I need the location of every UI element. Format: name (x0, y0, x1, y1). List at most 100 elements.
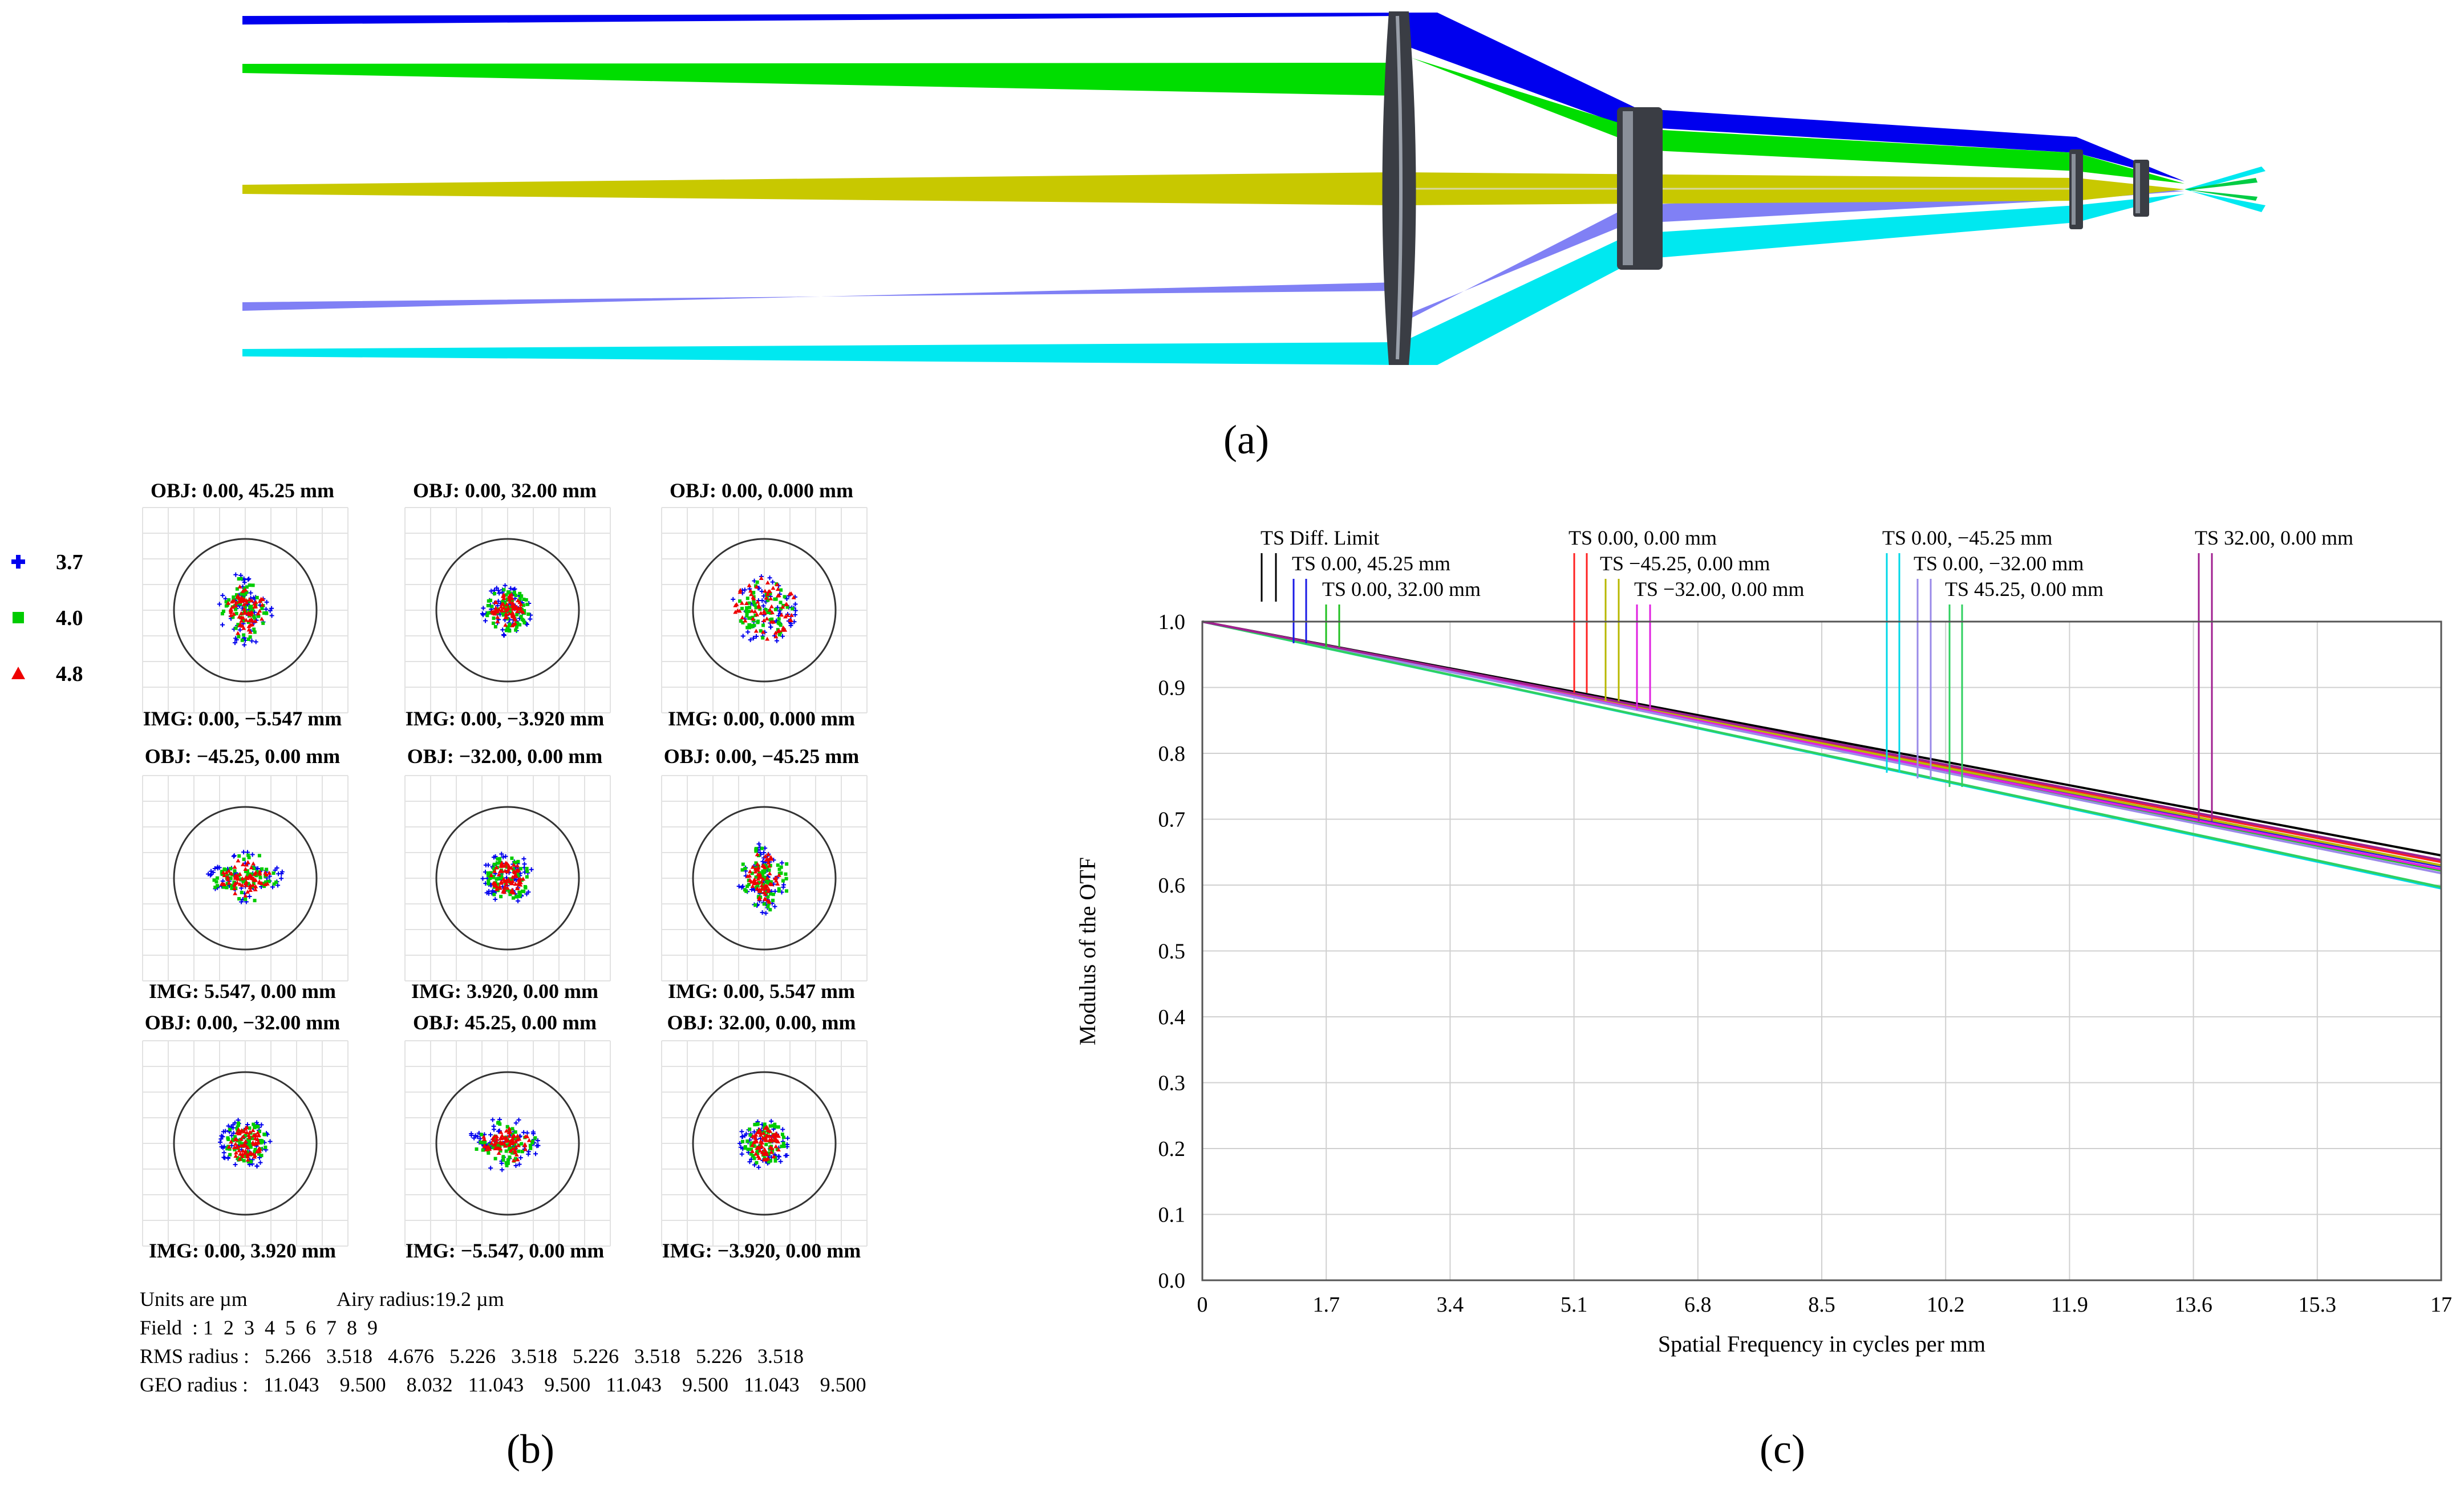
spot-obj-label: OBJ: 45.25, 0.00 mm (413, 1011, 597, 1034)
spot-img-label: IMG: −5.547, 0.00 mm (406, 1239, 604, 1262)
spot-points (217, 572, 274, 647)
spot-cell: OBJ: 45.25, 0.00 mm IMG: −5.547, 0.00 mm (404, 1011, 611, 1262)
ray-fan-exit (2185, 167, 2266, 212)
spot-img-label: IMG: −3.920, 0.00 mm (662, 1239, 861, 1262)
mtf-legend-item: TS Diff. Limit (1261, 526, 1379, 602)
mtf-y-tick-label: 0.2 (1158, 1137, 1186, 1161)
spot-diagram-panel: 3.7 4.0 4.8 OBJ: 0.00, 45.25 mm IMG: 0.00, … (11, 479, 868, 1472)
spot-points (206, 850, 285, 904)
lens-2 (1617, 107, 1663, 270)
spot-img-label: IMG: 3.920, 0.00 mm (411, 980, 598, 1003)
spot-img-label: IMG: 0.00, 3.920 mm (149, 1239, 336, 1262)
spot-obj-label: OBJ: 0.00, −32.00 mm (145, 1011, 341, 1034)
airy-disk-circle (692, 538, 837, 683)
mtf-y-tick-label: 0.4 (1158, 1005, 1186, 1029)
airy-disk-circle (173, 1071, 318, 1216)
airy-disk-circle (435, 1071, 580, 1216)
spot-legend-label: 4.0 (56, 606, 83, 630)
spot-points (480, 851, 534, 903)
mtf-y-tick-label: 0.6 (1158, 874, 1186, 898)
mtf-y-tick-label: 0.9 (1158, 676, 1186, 700)
spot-legend: 3.7 4.0 4.8 (11, 550, 83, 686)
lens-1 (1382, 11, 1416, 365)
mtf-chart-panel: 0 1.7 3.4 5.1 6.8 8.5 10.2 11.9 13.6 15.3 17 0.0 0.1… (1075, 526, 2452, 1472)
airy-disk-circle (435, 538, 580, 683)
mtf-y-axis-label: Modulus of the OTF (1075, 857, 1100, 1045)
spot-cell: OBJ: 0.00, −32.00 mm IMG: 0.00, 3.920 mm (142, 1011, 348, 1262)
spot-legend-item: 4.0 (13, 606, 83, 630)
square-marker-icon (13, 612, 24, 623)
mtf-y-tick-label: 0.7 (1158, 808, 1186, 832)
spot-obj-label: OBJ: 0.00, 0.000 mm (670, 479, 853, 502)
mtf-x-tick-label: 6.8 (1684, 1293, 1712, 1317)
mtf-legend-label: TS 0.00, 32.00 mm (1322, 578, 1481, 601)
ray-bundle-violet (242, 205, 1631, 319)
mtf-y-tick-label: 0.5 (1158, 940, 1186, 964)
spot-img-label: IMG: 0.00, 0.000 mm (668, 707, 855, 730)
spot-cell-grid (142, 775, 348, 981)
spot-obj-label: OBJ: 32.00, 0.00, mm (667, 1011, 856, 1034)
mtf-legend: TS Diff. Limit TS 0.00, 45.25 mm TS 0.00, … (1261, 526, 2353, 821)
spot-legend-label: 3.7 (56, 550, 83, 574)
spot-cell-grid (142, 507, 348, 713)
airy-disk-circle (692, 1071, 837, 1216)
mtf-series (1202, 620, 2442, 890)
mtf-legend-label: TS 32.00, 0.00 mm (2195, 526, 2353, 549)
spot-units: Units are µm (140, 1288, 248, 1310)
mtf-plot-frame (1201, 620, 2442, 1281)
mtf-series-line (1202, 620, 2442, 888)
triangle-marker-icon (11, 667, 25, 679)
ray-bundle-blue-tail (1631, 108, 2185, 181)
mtf-legend-label: TS −32.00, 0.00 mm (1634, 578, 1804, 601)
spot-points (469, 1117, 541, 1172)
mtf-x-tick-label: 3.4 (1437, 1293, 1464, 1317)
spot-field-row: Field : 1 2 3 4 5 6 7 8 9 (140, 1316, 378, 1339)
spot-obj-label: OBJ: 0.00, 45.25 mm (151, 479, 334, 502)
mtf-legend-label: TS 0.00, −32.00 mm (1914, 552, 2084, 575)
spot-obj-label: OBJ: 0.00, 32.00 mm (413, 479, 597, 502)
mtf-legend-label: TS Diff. Limit (1261, 526, 1379, 549)
airy-disk-circle (692, 806, 837, 951)
spot-points (736, 841, 789, 916)
mtf-legend-item: TS −45.25, 0.00 mm (1600, 552, 1770, 701)
mtf-x-tick-label: 5.1 (1561, 1293, 1588, 1317)
panel-label-c: (c) (1760, 1426, 1805, 1472)
spot-geo-row: GEO radius : 11.043 9.500 8.032 11.043 9… (140, 1373, 866, 1396)
mtf-x-tick-label: 17 (2430, 1293, 2452, 1317)
mtf-grid: 0 1.7 3.4 5.1 6.8 8.5 10.2 11.9 13.6 15.3 17 0.0 0.1… (1158, 610, 2453, 1317)
mtf-x-tick-label: 11.9 (2051, 1293, 2088, 1317)
ray-trace-panel: (a) (242, 11, 2266, 462)
spot-legend-label: 4.8 (56, 662, 83, 686)
spot-obj-label: OBJ: −32.00, 0.00 mm (407, 745, 603, 768)
mtf-legend-item: TS −32.00, 0.00 mm (1634, 578, 1804, 710)
spot-legend-item: 3.7 (11, 550, 83, 574)
mtf-x-tick-label: 15.3 (2299, 1293, 2337, 1317)
mtf-legend-item: TS 0.00, −45.25 mm (1882, 526, 2052, 773)
lens-4 (2133, 160, 2149, 217)
mtf-legend-label: TS 0.00, 0.00 mm (1569, 526, 1717, 549)
spot-obj-label: OBJ: 0.00, −45.25 mm (664, 745, 860, 768)
mtf-legend-item: TS 0.00, 32.00 mm (1322, 578, 1481, 647)
spot-cell-grid (661, 775, 868, 981)
airy-disk-circle (435, 806, 580, 951)
mtf-x-tick-label: 10.2 (1927, 1293, 1965, 1317)
panel-label-a: (a) (1223, 417, 1269, 462)
mtf-legend-item: TS 0.00, 45.25 mm (1292, 552, 1450, 643)
spot-points (218, 1118, 273, 1168)
spot-cell: OBJ: −32.00, 0.00 mm IMG: 3.920, 0.00 mm (404, 745, 611, 1003)
mtf-series-line (1202, 620, 2442, 862)
mtf-legend-label: TS 0.00, −45.25 mm (1882, 526, 2052, 549)
mtf-x-tick-label: 1.7 (1312, 1293, 1340, 1317)
ray-bundle-green (242, 54, 1631, 143)
spot-cell: OBJ: −45.25, 0.00 mm IMG: 5.547, 0.00 mm (142, 745, 348, 1003)
spot-img-label: IMG: 0.00, −3.920 mm (406, 707, 604, 730)
mtf-x-tick-label: 8.5 (1808, 1293, 1835, 1317)
mtf-legend-item: TS 32.00, 0.00 mm (2195, 526, 2353, 821)
mtf-y-tick-label: 0.0 (1158, 1269, 1186, 1293)
mtf-series-line (1202, 620, 2442, 875)
mtf-y-tick-label: 1.0 (1158, 610, 1186, 634)
spot-img-label: IMG: 0.00, 5.547 mm (668, 980, 855, 1003)
mtf-legend-label: TS −45.25, 0.00 mm (1600, 552, 1770, 575)
